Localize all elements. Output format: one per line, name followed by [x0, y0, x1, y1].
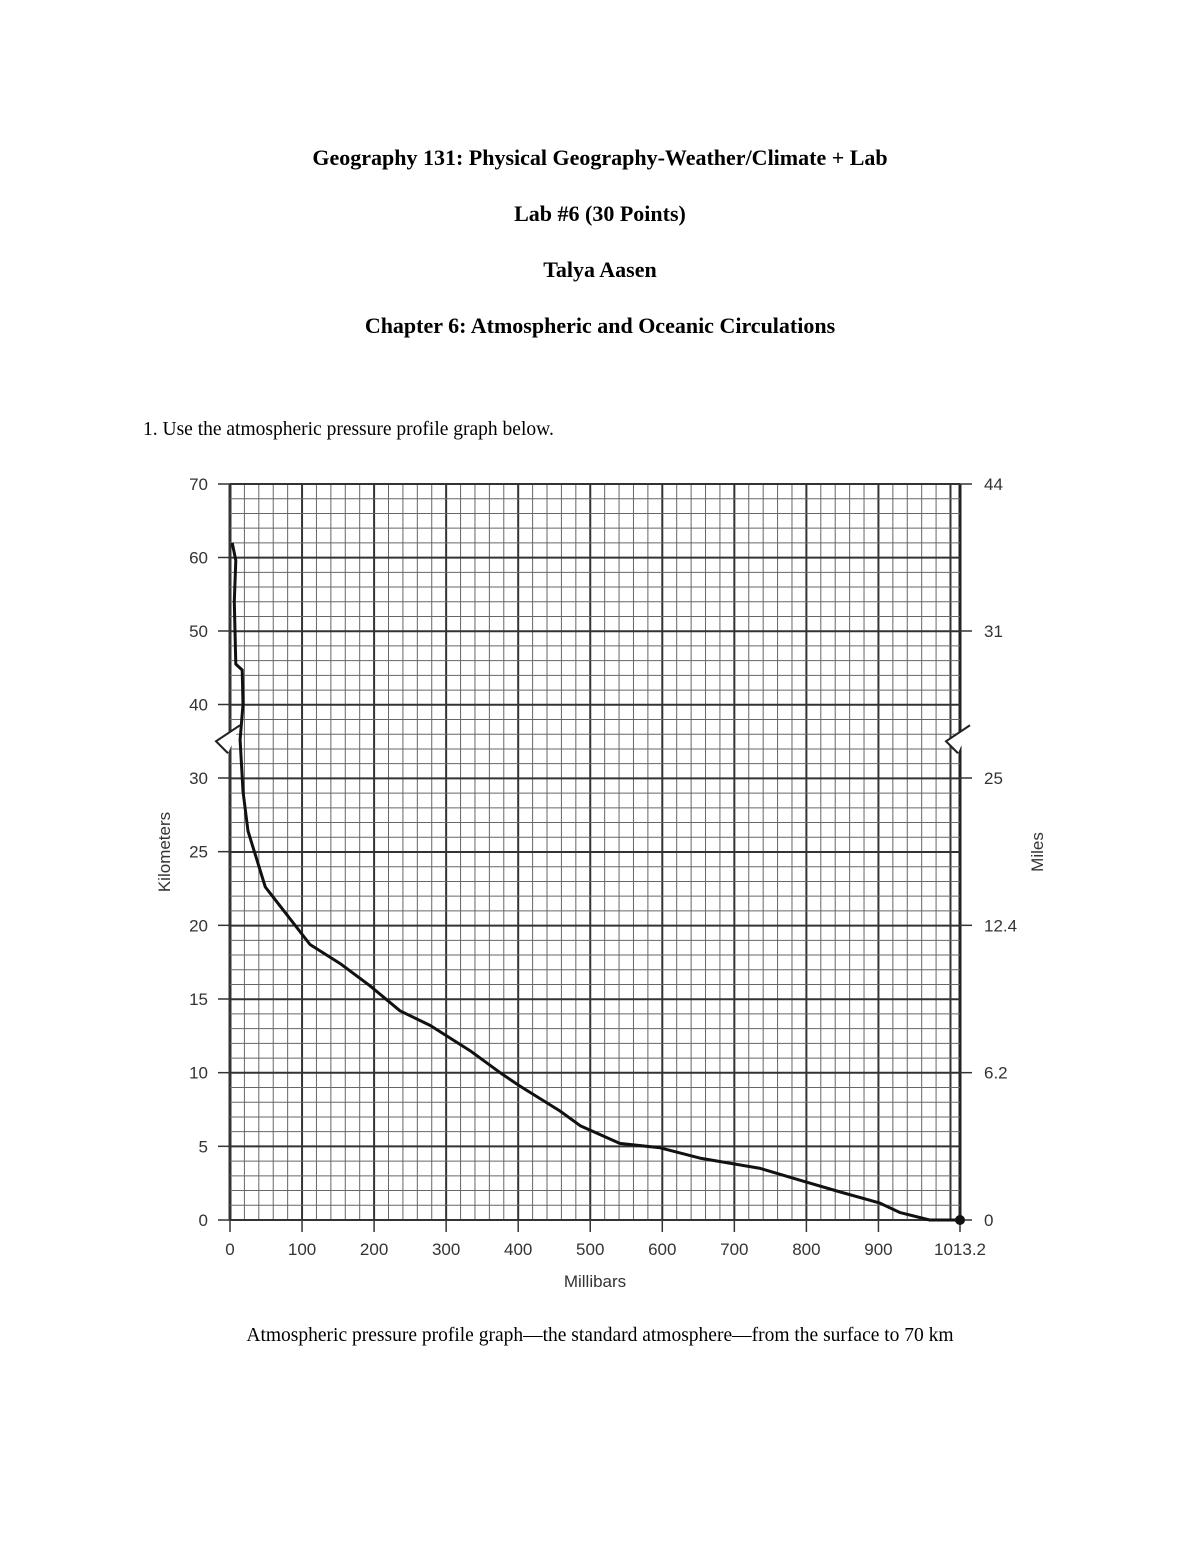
y2-tick-label: 0: [984, 1211, 993, 1230]
y2-tick-label: 12.4: [984, 916, 1017, 935]
y-tick-label: 5: [199, 1137, 208, 1156]
y-tick-label: 70: [189, 475, 208, 494]
y2-tick-label: 31: [984, 622, 1003, 641]
y-tick-label: 60: [189, 549, 208, 568]
y2-tick-label: 44: [984, 475, 1003, 494]
grid: [228, 483, 962, 1221]
x-tick-label: 800: [792, 1240, 820, 1259]
y-tick-label: 20: [189, 916, 208, 935]
x-tick-label: 1013.2: [934, 1240, 986, 1259]
x-tick-label: 900: [864, 1240, 892, 1259]
x-tick-label: 500: [576, 1240, 604, 1259]
chart-caption: Atmospheric pressure profile graph—the s…: [246, 1325, 954, 1346]
x-tick-label: 300: [432, 1240, 460, 1259]
axis-break-mark: [944, 724, 971, 754]
question-text: 1. Use the atmospheric pressure profile …: [143, 419, 554, 440]
student-name: Talya Aasen: [543, 257, 657, 282]
y2-tick-label: 25: [984, 769, 1003, 788]
course-title: Geography 131: Physical Geography-Weathe…: [312, 145, 888, 170]
pressure-curve: [230, 542, 960, 1222]
y-axis-label: Kilometers: [155, 812, 174, 892]
surface-point: [955, 1215, 965, 1225]
y-tick-label: 40: [189, 696, 208, 715]
y-tick-label: 15: [189, 990, 208, 1009]
x-tick-label: 100: [288, 1240, 316, 1259]
chapter-title: Chapter 6: Atmospheric and Oceanic Circu…: [364, 313, 836, 338]
y-tick-label: 25: [189, 843, 208, 862]
y2-tick-label: 6.2: [984, 1064, 1008, 1083]
lab-title: Lab #6 (30 Points): [514, 201, 686, 226]
y-tick-label: 0: [199, 1211, 208, 1230]
y2-axis-label: Miles: [1028, 832, 1047, 872]
y-tick-label: 50: [189, 622, 208, 641]
y-tick-label: 10: [189, 1064, 208, 1083]
x-tick-label: 700: [720, 1240, 748, 1259]
x-tick-label: 600: [648, 1240, 676, 1259]
axis-break-mark: [214, 724, 241, 754]
y-tick-label: 30: [189, 769, 208, 788]
x-tick-label: 400: [504, 1240, 532, 1259]
x-tick-label: 0: [225, 1240, 234, 1259]
x-axis-label: Millibars: [564, 1272, 626, 1291]
x-tick-label: 200: [360, 1240, 388, 1259]
